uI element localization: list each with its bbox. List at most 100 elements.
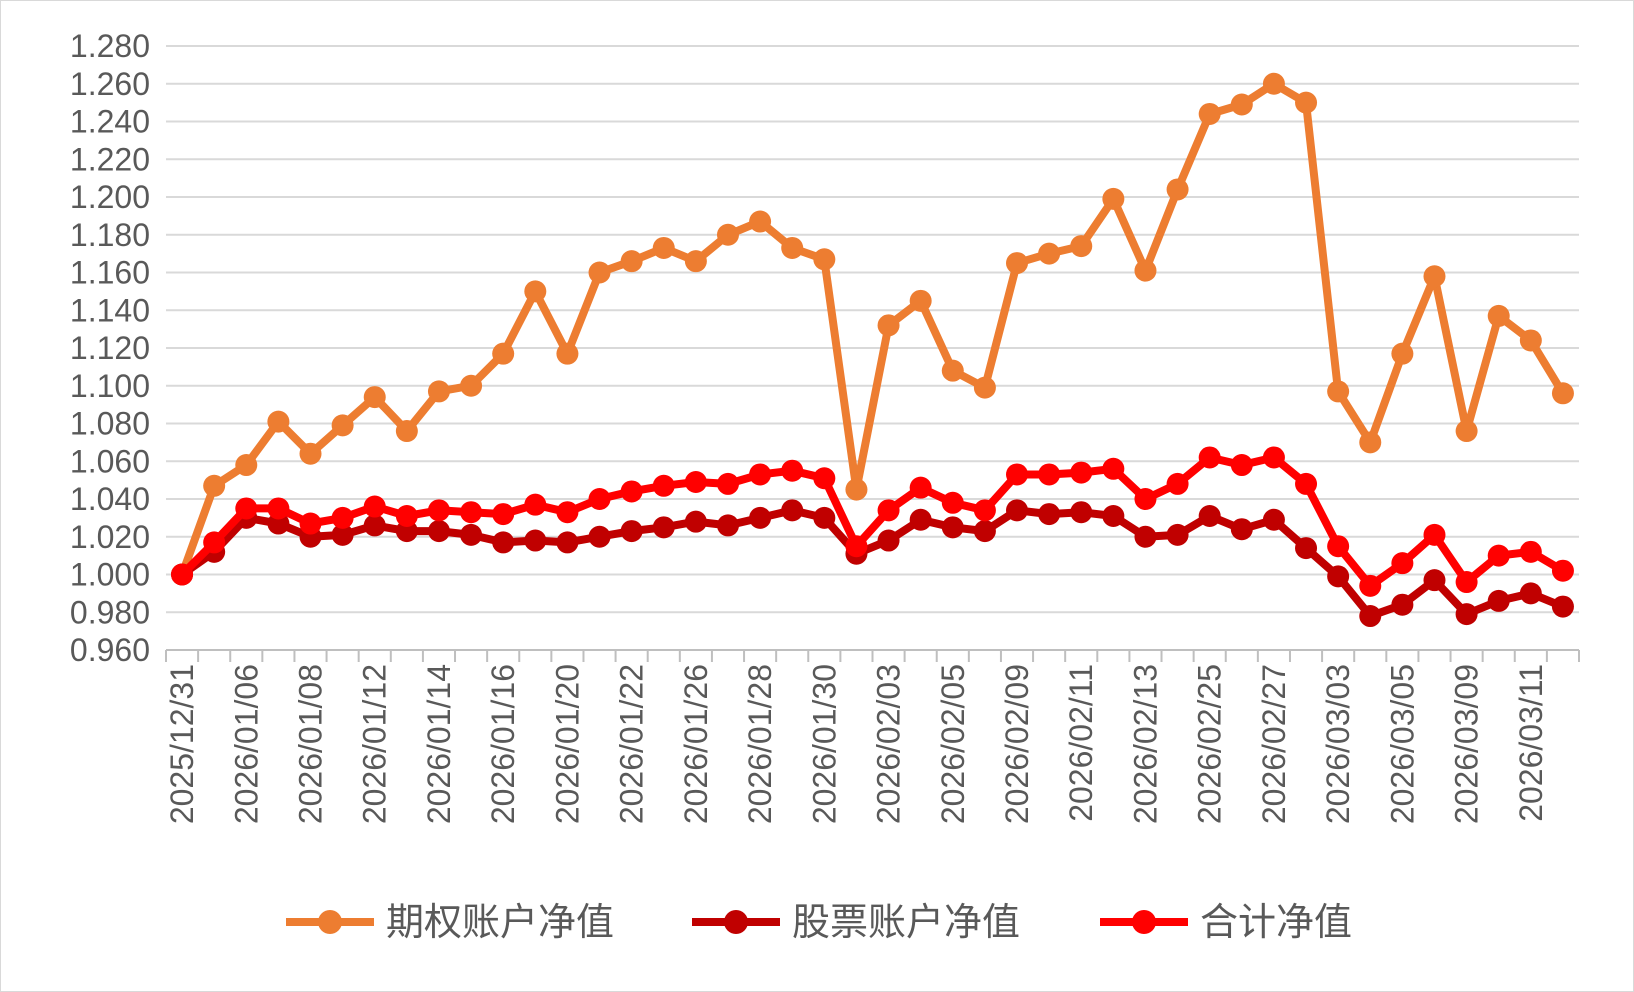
y-tick-label: 1.100 [70, 368, 150, 404]
data-point [460, 501, 483, 524]
data-point [1070, 461, 1093, 484]
x-tick-label: 2026/01/14 [421, 664, 457, 824]
data-point [1134, 488, 1157, 510]
data-point [1134, 525, 1157, 548]
data-point [331, 523, 354, 546]
data-point [973, 520, 996, 543]
data-point [1102, 504, 1125, 527]
y-tick-label: 1.120 [70, 330, 150, 366]
data-point [941, 491, 964, 514]
data-point [620, 250, 643, 273]
data-point [1551, 559, 1574, 582]
legend-label: 股票账户净值 [792, 900, 1020, 944]
legend-item: 股票账户净值 [692, 900, 1020, 944]
data-point [1327, 535, 1350, 558]
series-3 [171, 446, 1574, 597]
x-tick-label: 2026/01/28 [742, 664, 778, 824]
data-point [1423, 523, 1446, 546]
data-point [171, 563, 194, 586]
data-point [524, 493, 547, 516]
data-point [492, 531, 515, 554]
data-point [1295, 91, 1318, 114]
series-layer [171, 72, 1574, 628]
data-point [845, 535, 868, 558]
data-point [652, 474, 675, 497]
data-point [749, 463, 772, 486]
data-point [652, 236, 675, 259]
x-tick-label: 2026/02/25 [1192, 664, 1228, 824]
data-point [620, 480, 643, 503]
data-point [427, 380, 450, 403]
data-point [813, 467, 836, 490]
y-tick-label: 0.960 [70, 632, 150, 668]
y-tick-label: 1.160 [70, 255, 150, 291]
data-point [1391, 342, 1414, 365]
data-point [556, 531, 579, 554]
x-tick-label: 2026/02/27 [1256, 664, 1292, 824]
legend-label: 期权账户净值 [386, 900, 614, 944]
y-tick-label: 1.000 [70, 557, 150, 593]
data-point [1487, 589, 1510, 612]
y-tick-label: 1.020 [70, 519, 150, 555]
data-point [1102, 187, 1125, 210]
data-point [1519, 582, 1542, 605]
data-point [299, 512, 322, 535]
y-axis-ticks: 0.9600.9801.0001.0201.0401.0601.0801.100… [70, 28, 150, 668]
legend-marker [318, 910, 342, 934]
data-point [267, 497, 290, 520]
data-point [492, 342, 515, 365]
legend-label: 合计净值 [1200, 900, 1352, 944]
data-point [1070, 235, 1093, 258]
y-tick-label: 1.280 [70, 28, 150, 64]
data-point [1262, 72, 1285, 95]
y-tick-label: 1.040 [70, 481, 150, 517]
data-point [460, 374, 483, 397]
y-tick-label: 1.060 [70, 443, 150, 479]
data-point [1455, 571, 1478, 594]
data-point [1006, 252, 1029, 275]
data-point [1166, 472, 1189, 495]
data-point [1295, 537, 1318, 560]
data-point [363, 514, 386, 537]
x-tick-label: 2026/01/12 [357, 664, 393, 824]
data-point [1551, 382, 1574, 405]
series-2 [171, 499, 1574, 628]
series-1 [171, 72, 1574, 586]
x-tick-label: 2026/02/13 [1127, 664, 1163, 824]
x-tick-label: 2026/03/11 [1513, 664, 1549, 822]
data-point [1519, 329, 1542, 352]
y-tick-label: 1.260 [70, 66, 150, 102]
legend: 期权账户净值 股票账户净值 合计净值 [286, 900, 1352, 944]
data-point [1359, 605, 1382, 628]
data-point [1006, 463, 1029, 486]
x-tick-label: 2026/03/03 [1320, 664, 1356, 824]
data-point [1262, 508, 1285, 531]
x-tick-label: 2026/02/09 [999, 664, 1035, 824]
x-tick-label: 2026/01/26 [678, 664, 714, 824]
data-point [331, 506, 354, 529]
data-point [1295, 472, 1318, 495]
data-point [813, 506, 836, 529]
data-point [813, 248, 836, 271]
data-point [781, 459, 804, 482]
data-point [973, 499, 996, 522]
data-point [620, 520, 643, 543]
data-point [235, 454, 258, 477]
data-point [395, 504, 418, 527]
data-point [909, 476, 932, 499]
y-tick-label: 1.080 [70, 406, 150, 442]
data-point [909, 508, 932, 531]
data-point [588, 488, 611, 510]
data-point [1166, 178, 1189, 201]
data-point [716, 472, 739, 495]
data-point [1070, 501, 1093, 524]
y-tick-label: 1.240 [70, 104, 150, 140]
y-tick-label: 1.140 [70, 292, 150, 328]
x-tick-label: 2026/01/08 [293, 664, 329, 824]
data-point [1230, 518, 1253, 541]
x-tick-label: 2026/01/20 [549, 664, 585, 824]
data-point [749, 210, 772, 233]
x-axis [165, 649, 1580, 662]
x-tick-label: 2026/01/06 [228, 664, 264, 824]
